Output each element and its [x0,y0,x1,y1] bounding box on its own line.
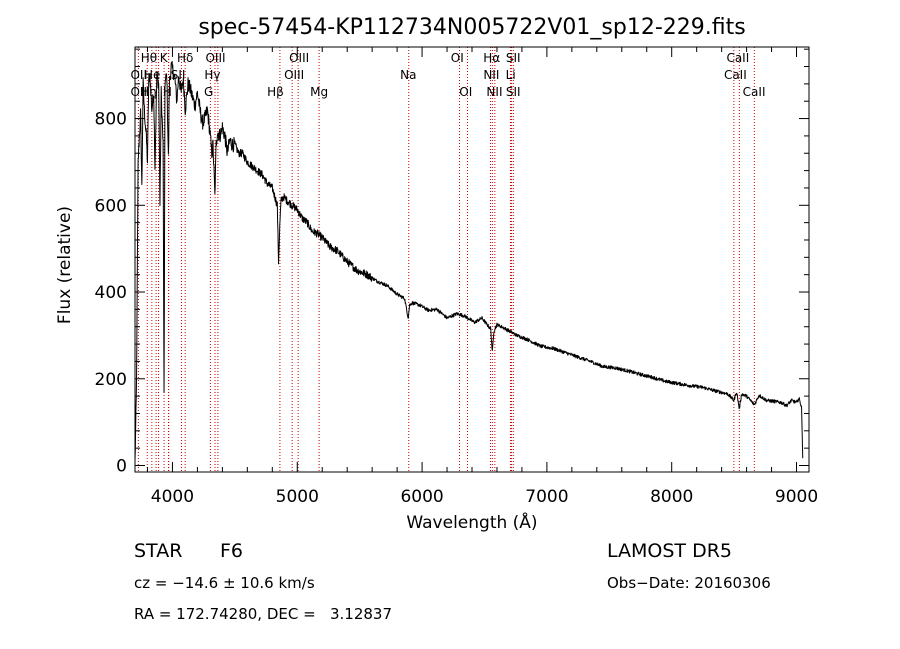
x-tick-label: 8000 [650,487,693,507]
line-label: Hγ [204,68,220,82]
object-type: STAR [134,540,183,562]
redshift-velocity: cz = −14.6 ± 10.6 km/s [134,574,315,592]
line-label: Hα [483,51,500,65]
line-label: K [160,51,169,65]
x-tick-label: 4000 [151,487,194,507]
spectrum-line [134,60,804,462]
line-label: CaII [724,68,747,82]
ra-dec-coordinates: RA = 172.74280, DEC = 3.12837 [134,605,393,623]
x-tick-label: 6000 [400,487,443,507]
line-label: SII [506,85,521,99]
x-axis-ticks: 4000 5000 6000 7000 8000 9000 [146,47,818,507]
line-label: CaII [726,51,749,65]
x-tick-label: 9000 [775,487,818,507]
line-label: Li [506,68,516,82]
x-tick-label: 5000 [276,487,319,507]
line-label: CaII [743,85,766,99]
line-label: NII [483,68,499,82]
line-label: SII [506,51,521,65]
line-label: Na [400,68,416,82]
x-axis-label: Wavelength (Å) [406,511,537,533]
y-tick-label: 400 [95,283,127,303]
subclass: F6 [220,540,244,562]
line-label: Hδ [177,51,193,65]
y-axis-label: Flux (relative) [55,206,75,324]
y-tick-label: 800 [95,110,127,130]
x-tick-label: 7000 [525,487,568,507]
spectrum-series [134,60,804,462]
line-label: Mg [310,85,328,99]
y-axis-ticks: 0 200 400 600 800 [95,48,809,476]
line-label: SII [171,68,186,82]
y-tick-label: 200 [95,370,127,390]
line-label: OIII [205,51,225,65]
chart-title: spec-57454-KP112734N005722V01_sp12-229.f… [198,15,745,40]
line-label: OI [459,85,472,99]
line-label: OI [451,51,464,65]
line-label: OIII [289,51,309,65]
line-markers [137,47,755,472]
plot-frame [134,46,810,473]
survey-name: LAMOST DR5 [607,540,732,562]
observation-date: Obs−Date: 20160306 [607,574,771,592]
y-tick-label: 600 [95,196,127,216]
y-tick-label: 0 [116,456,127,476]
line-label: OIII [284,68,304,82]
line-label: Hθ [141,51,157,65]
line-label: G [204,85,213,99]
line-label: NII [486,85,502,99]
line-label: Hβ [267,85,284,99]
